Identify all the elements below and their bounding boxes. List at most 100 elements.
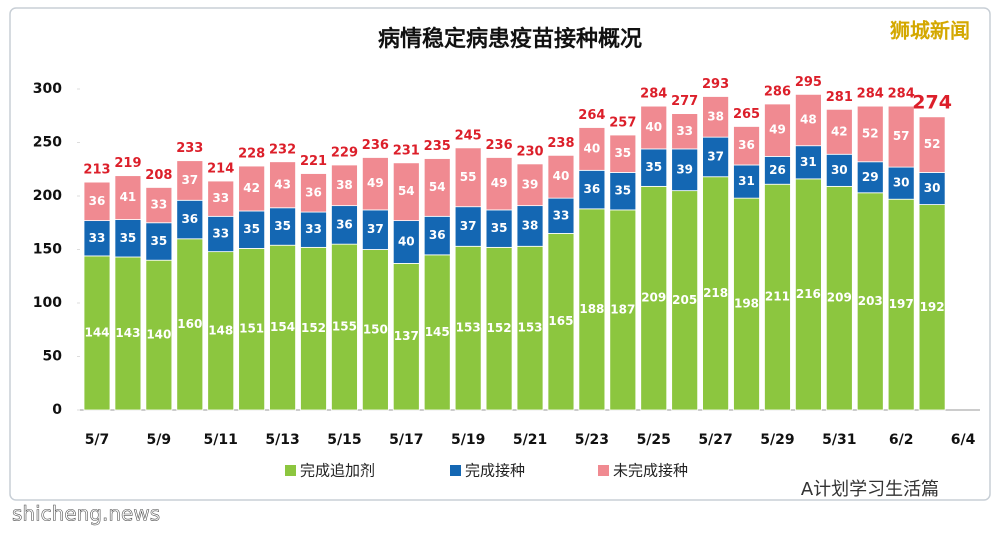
bar-segment (825, 185, 853, 411)
y-tick-label: 300 (33, 81, 62, 97)
value-label: 54 (429, 180, 446, 194)
bar-segment (269, 161, 296, 209)
value-label: 39 (522, 177, 539, 191)
chart-title: 病情稳定病患疫苗接种概况 (378, 26, 642, 52)
total-label: 219 (114, 156, 141, 171)
bar-segment (176, 160, 204, 201)
legend-label: 未完成接种 (613, 462, 688, 480)
bar-segment (114, 175, 142, 220)
value-label: 35 (151, 234, 168, 248)
value-label: 37 (460, 219, 477, 233)
value-label: 153 (517, 321, 542, 335)
total-label: 213 (83, 163, 110, 178)
total-label: 284 (640, 87, 667, 102)
bar-segment (856, 161, 884, 194)
bar-segment (423, 158, 451, 217)
total-label: 281 (826, 90, 853, 105)
watermark: 狮城新闻 (890, 19, 970, 43)
bar-segment (423, 254, 451, 411)
total-label: 236 (486, 138, 513, 153)
bar-segment (392, 220, 420, 264)
value-label: 37 (367, 222, 384, 236)
value-label: 33 (89, 231, 106, 245)
value-label: 36 (738, 138, 755, 152)
total-label: 286 (764, 84, 791, 99)
x-tick-label: 5/31 (822, 432, 856, 448)
value-label: 31 (800, 155, 817, 169)
value-label: 36 (429, 228, 446, 242)
value-label: 30 (893, 176, 910, 190)
value-label: 40 (553, 169, 570, 183)
value-label: 216 (796, 287, 821, 301)
x-tick-label: 5/9 (147, 432, 172, 448)
value-label: 30 (831, 163, 848, 177)
bar-segment (454, 206, 482, 247)
value-label: 148 (208, 323, 233, 337)
value-label: 209 (827, 291, 852, 305)
value-label: 42 (243, 181, 260, 195)
legend-swatch (450, 465, 461, 476)
value-label: 211 (765, 290, 790, 304)
legend-swatch (285, 465, 296, 476)
bar-segment (794, 93, 822, 147)
value-label: 35 (614, 146, 631, 160)
total-label: 284 (888, 87, 915, 102)
bar-segment (764, 183, 791, 411)
bar-segment (918, 172, 946, 205)
value-label: 151 (239, 322, 264, 336)
bar-segment (361, 157, 389, 211)
account-name: A计划学习生活篇 (801, 479, 939, 500)
bar-segment (887, 105, 915, 168)
x-tick-label: 5/13 (265, 432, 299, 448)
bar-segment (764, 156, 791, 185)
bar-segment (238, 248, 266, 411)
total-label: 214 (207, 162, 234, 177)
value-label: 52 (862, 126, 879, 140)
value-label: 145 (425, 325, 450, 339)
bar-segment (516, 205, 544, 247)
bar-segment (547, 233, 575, 411)
value-label: 36 (305, 185, 322, 199)
value-label: 49 (491, 176, 508, 190)
bar-segment (392, 263, 420, 411)
value-label: 35 (243, 222, 260, 236)
x-tick-label: 5/27 (698, 432, 732, 448)
x-tick-label: 5/17 (389, 432, 423, 448)
total-label: 274 (912, 91, 952, 113)
bar-segment (300, 211, 327, 248)
total-label: 277 (671, 94, 698, 109)
value-label: 35 (274, 219, 291, 233)
value-label: 218 (703, 286, 728, 300)
total-label: 221 (300, 154, 327, 169)
bar-segment (733, 164, 760, 199)
y-tick-label: 150 (33, 242, 62, 258)
total-label: 228 (238, 147, 265, 162)
value-label: 37 (181, 173, 198, 187)
y-tick-label: 0 (52, 402, 62, 418)
value-label: 188 (579, 302, 604, 316)
bar-segment (825, 153, 853, 187)
x-tick-label: 5/29 (760, 432, 794, 448)
value-label: 150 (363, 322, 388, 336)
bar-segment (856, 192, 884, 411)
bar-segment (671, 113, 699, 150)
value-label: 36 (584, 182, 601, 196)
total-label: 233 (176, 141, 203, 156)
bar-segment (485, 246, 513, 411)
value-label: 36 (336, 217, 353, 231)
bar-segment (733, 126, 760, 166)
value-label: 30 (924, 181, 941, 195)
total-label: 236 (362, 138, 389, 153)
value-label: 33 (553, 208, 570, 222)
total-label: 229 (331, 145, 358, 160)
value-label: 38 (707, 109, 724, 123)
value-label: 35 (614, 184, 631, 198)
y-tick-label: 50 (43, 349, 63, 365)
bar-segment (702, 96, 729, 138)
bar-segment (454, 147, 482, 208)
bar-segment (825, 108, 853, 155)
value-label: 160 (177, 317, 202, 331)
bar-segment (114, 256, 142, 411)
value-label: 38 (336, 178, 353, 192)
value-label: 165 (548, 314, 573, 328)
